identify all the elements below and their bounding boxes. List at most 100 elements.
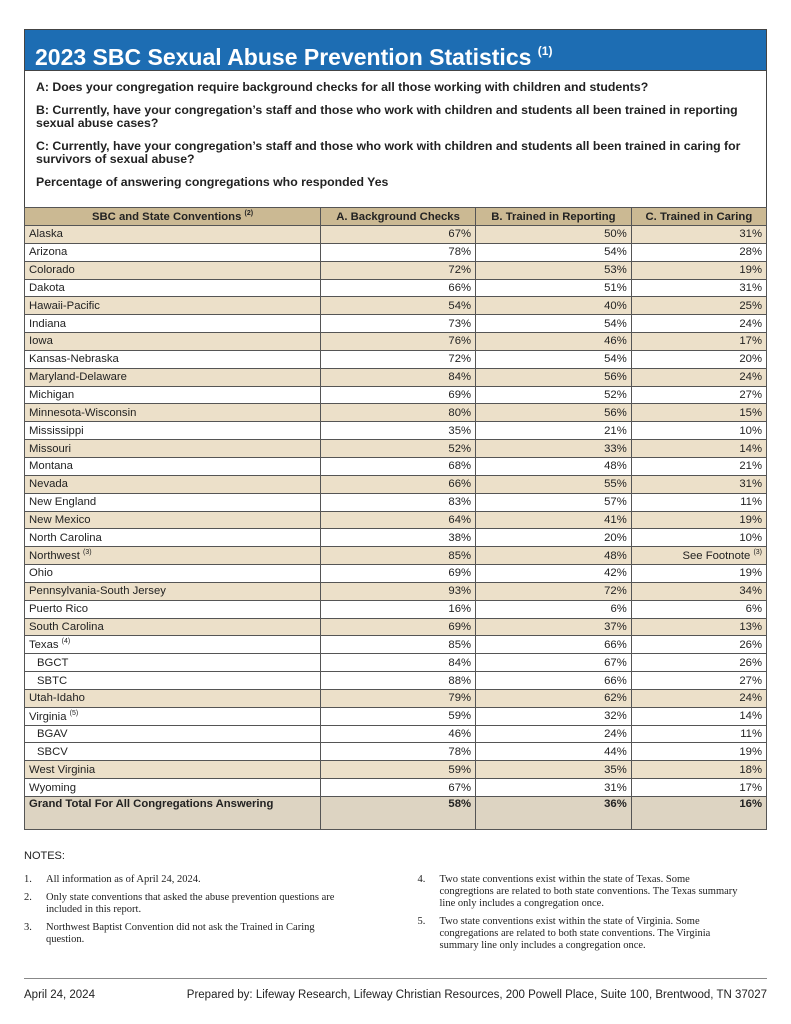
value-cell: 48% <box>475 456 632 476</box>
value-cell: 31% <box>630 225 768 244</box>
value-cell: 67% <box>475 653 632 673</box>
value-cell: See Footnote (3) <box>630 546 768 566</box>
value-cell: 31% <box>475 778 632 797</box>
note-number: 4. <box>417 874 426 885</box>
value-cell: 28% <box>630 242 768 262</box>
question: B: Currently, have your congregation’s s… <box>36 103 738 130</box>
row-label: SBTC <box>23 671 322 690</box>
row-name: Indiana <box>29 317 67 330</box>
row-label: Michigan <box>23 385 322 405</box>
row-name: SBCV <box>37 745 68 758</box>
row-label: Maryland-Delaware <box>23 367 322 387</box>
row-name: Texas <box>29 639 59 652</box>
row-name: Northwest <box>29 549 80 562</box>
value-cell: 59% <box>320 760 477 780</box>
header-row: SBC and State Conventions (2) A. Backgrou… <box>23 207 768 226</box>
value-cell: 67% <box>320 778 477 797</box>
row-label: South Carolina <box>23 617 322 637</box>
value-cell: 72% <box>320 349 477 369</box>
row-label: Pennsylvania-South Jersey <box>23 581 322 601</box>
table-row: Kansas-Nebraska 72% 54% 20% <box>23 349 768 369</box>
value-cell: 31% <box>630 278 768 298</box>
table-row: New Mexico 64% 41% 19% <box>23 510 768 530</box>
row-label: Missouri <box>23 439 322 458</box>
value-cell: 19% <box>630 260 768 280</box>
value-cell: 38% <box>320 528 477 548</box>
row-label: Texas (4) <box>23 635 322 655</box>
value-cell: 84% <box>320 653 477 673</box>
row-name: SBTC <box>37 674 68 687</box>
value-cell: 16% <box>320 599 477 619</box>
row-name: Arizona <box>29 246 68 259</box>
row-name: BGCT <box>37 656 69 669</box>
value-cell: 16% <box>630 796 768 830</box>
table-row: Montana 68% 48% 21% <box>23 456 768 476</box>
question: C: Currently, have your congregation’s s… <box>36 139 741 166</box>
row-label: West Virginia <box>23 760 322 780</box>
value-cell: 84% <box>320 367 477 387</box>
row-label: New Mexico <box>23 510 322 530</box>
value-cell: 72% <box>320 260 477 280</box>
value-cell: 20% <box>630 349 768 369</box>
table-row: Iowa 76% 46% 17% <box>23 332 768 351</box>
notes-list: 1. All information as of April 24, 2024. 2… <box>24 874 765 955</box>
value-cell: 83% <box>320 492 477 512</box>
value-cell: 15% <box>630 403 768 423</box>
column-header: C. Trained in Caring <box>630 207 768 226</box>
table-row: SBTC 88% 66% 27% <box>23 671 768 690</box>
value-cell: 78% <box>320 742 477 762</box>
row-label: Ohio <box>23 564 322 583</box>
value-cell: 68% <box>320 456 477 476</box>
row-label: Arizona <box>23 242 322 262</box>
value-cell: 24% <box>630 314 768 334</box>
row-name: Pennsylvania-South Jersey <box>29 585 166 598</box>
cell-text: See Footnote <box>682 549 751 562</box>
value-cell: 31% <box>630 474 768 494</box>
value-cell: 51% <box>475 278 632 298</box>
table-row: Minnesota-Wisconsin 80% 56% 15% <box>23 403 768 423</box>
value-cell: 66% <box>475 635 632 655</box>
value-cell: 54% <box>475 242 632 262</box>
row-name: Alaska <box>29 228 63 241</box>
table-row: Wyoming 67% 31% 17% <box>23 778 768 797</box>
note-item: 2. Only state conventions that asked the … <box>24 892 372 916</box>
value-cell: 85% <box>320 635 477 655</box>
question: A: Does your congregation require backgr… <box>36 80 649 94</box>
value-cell: 41% <box>475 510 632 530</box>
value-cell: 54% <box>320 296 477 316</box>
row-label: Virginia (5) <box>23 706 322 726</box>
note-item: 5. Two state conventions exist within the… <box>418 916 766 952</box>
value-cell: 52% <box>475 385 632 405</box>
table-row: Alaska 67% 50% 31% <box>23 225 768 244</box>
value-cell: 57% <box>475 492 632 512</box>
value-cell: 10% <box>630 421 768 441</box>
column-header: SBC and State Conventions (2) <box>23 207 322 226</box>
row-name: Montana <box>29 460 73 473</box>
notes-heading: NOTES: <box>24 850 65 862</box>
row-name: Ohio <box>29 567 53 580</box>
note-number: 1. <box>24 874 32 885</box>
title-bar: 2023 SBC Sexual Abuse Prevention Statist… <box>25 30 766 71</box>
header-box: 2023 SBC Sexual Abuse Prevention Statist… <box>24 29 767 208</box>
value-cell: 32% <box>475 706 632 726</box>
value-cell: 14% <box>630 706 768 726</box>
value-cell: 54% <box>475 314 632 334</box>
note-text: Two state conventions exist within the s… <box>439 874 738 909</box>
row-name: Utah-Idaho <box>29 692 85 705</box>
value-cell: 85% <box>320 546 477 566</box>
row-label: Wyoming <box>23 778 322 797</box>
value-cell: 59% <box>320 706 477 726</box>
value-cell: 11% <box>630 724 768 744</box>
table-row: Ohio 69% 42% 19% <box>23 564 768 583</box>
value-cell: 26% <box>630 653 768 673</box>
table-row: BGCT 84% 67% 26% <box>23 653 768 673</box>
row-name: North Carolina <box>29 531 102 544</box>
table-row: Hawaii-Pacific 54% 40% 25% <box>23 296 768 316</box>
row-label: Kansas-Nebraska <box>23 349 322 369</box>
value-cell: 27% <box>630 671 768 690</box>
value-cell: 17% <box>630 332 768 351</box>
value-cell: 36% <box>475 796 632 830</box>
row-name: New Mexico <box>29 513 91 526</box>
note-number: 3. <box>24 922 32 933</box>
table-row: SBCV 78% 44% 19% <box>23 742 768 762</box>
